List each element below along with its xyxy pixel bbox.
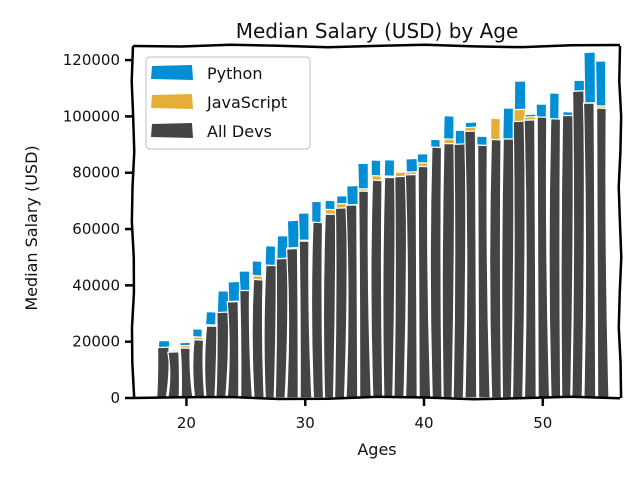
bars-group <box>156 51 610 399</box>
bar-all-devs-30 <box>298 240 313 399</box>
legend-swatch-javascript <box>151 94 193 109</box>
x-axis-label: Ages <box>357 440 396 459</box>
bar-all-devs-53 <box>571 90 586 399</box>
bar-all-devs-20 <box>179 347 194 399</box>
axis-right <box>617 45 623 399</box>
axis-top <box>132 43 621 49</box>
bar-all-devs-23 <box>215 311 230 399</box>
bar-all-devs-31 <box>310 221 325 399</box>
chart-title: Median Salary (USD) by Age <box>236 19 519 43</box>
bar-all-devs-35 <box>358 190 372 399</box>
bar-all-devs-29 <box>285 247 299 399</box>
legend-label-javascript: JavaScript <box>206 93 287 112</box>
bar-all-devs-19 <box>167 351 181 399</box>
bar-all-devs-40 <box>417 165 432 399</box>
legend-label-python: Python <box>207 64 262 83</box>
y-ticks: 0 20000 40000 60000 80000 100000 120000 <box>63 51 133 407</box>
bar-all-devs-18 <box>156 346 170 399</box>
x-tick-label-50: 50 <box>533 414 552 432</box>
bar-all-devs-51 <box>548 117 562 399</box>
bar-all-devs-25 <box>239 289 254 399</box>
y-tick-label-80000: 80000 <box>72 164 120 182</box>
bar-all-devs-47 <box>501 138 515 399</box>
bar-all-devs-27 <box>263 264 277 399</box>
bar-all-devs-39 <box>404 173 418 399</box>
legend-swatch-all-devs <box>151 123 193 138</box>
bar-all-devs-43 <box>452 143 467 399</box>
bar-all-devs-48 <box>511 120 526 399</box>
x-tick-label-40: 40 <box>414 414 433 432</box>
bar-all-devs-41 <box>429 146 443 399</box>
bar-all-devs-24 <box>226 300 240 399</box>
x-ticks: 20 30 40 50 <box>177 398 552 432</box>
bar-all-devs-32 <box>322 213 337 399</box>
bar-all-devs-22 <box>204 325 218 399</box>
bar-all-devs-36 <box>370 179 384 399</box>
bar-all-devs-52 <box>560 114 575 399</box>
bar-all-devs-33 <box>333 207 348 399</box>
bar-all-devs-50 <box>536 116 551 399</box>
axis-bottom <box>132 395 621 401</box>
y-axis-label: Median Salary (USD) <box>22 145 41 310</box>
y-tick-label-0: 0 <box>110 389 120 407</box>
bar-all-devs-55 <box>596 107 610 399</box>
bar-all-devs-45 <box>477 144 491 399</box>
bar-all-devs-49 <box>523 119 537 399</box>
bar-all-devs-42 <box>441 143 456 399</box>
y-tick-label-120000: 120000 <box>63 51 120 69</box>
x-tick-label-20: 20 <box>177 414 196 432</box>
bar-all-devs-37 <box>382 176 396 399</box>
axes-frame <box>130 43 623 401</box>
bar-all-devs-34 <box>345 204 359 399</box>
bar-all-devs-26 <box>251 278 265 399</box>
legend-label-all-devs: All Devs <box>207 122 272 141</box>
bar-all-devs-44 <box>464 130 478 399</box>
bar-all-devs-46 <box>489 138 503 399</box>
y-tick-label-100000: 100000 <box>63 107 120 125</box>
legend-swatch-python <box>151 65 193 80</box>
bar-all-devs-28 <box>274 257 289 399</box>
y-tick-label-20000: 20000 <box>72 333 120 351</box>
y-tick-label-40000: 40000 <box>72 276 120 294</box>
bar-all-devs-54 <box>582 102 597 399</box>
axis-left <box>130 45 136 399</box>
y-tick-label-60000: 60000 <box>72 220 120 238</box>
bar-all-devs-21 <box>192 339 206 399</box>
bar-all-devs-38 <box>393 175 408 399</box>
legend: Python JavaScript All Devs <box>145 56 311 150</box>
x-tick-label-30: 30 <box>296 414 315 432</box>
